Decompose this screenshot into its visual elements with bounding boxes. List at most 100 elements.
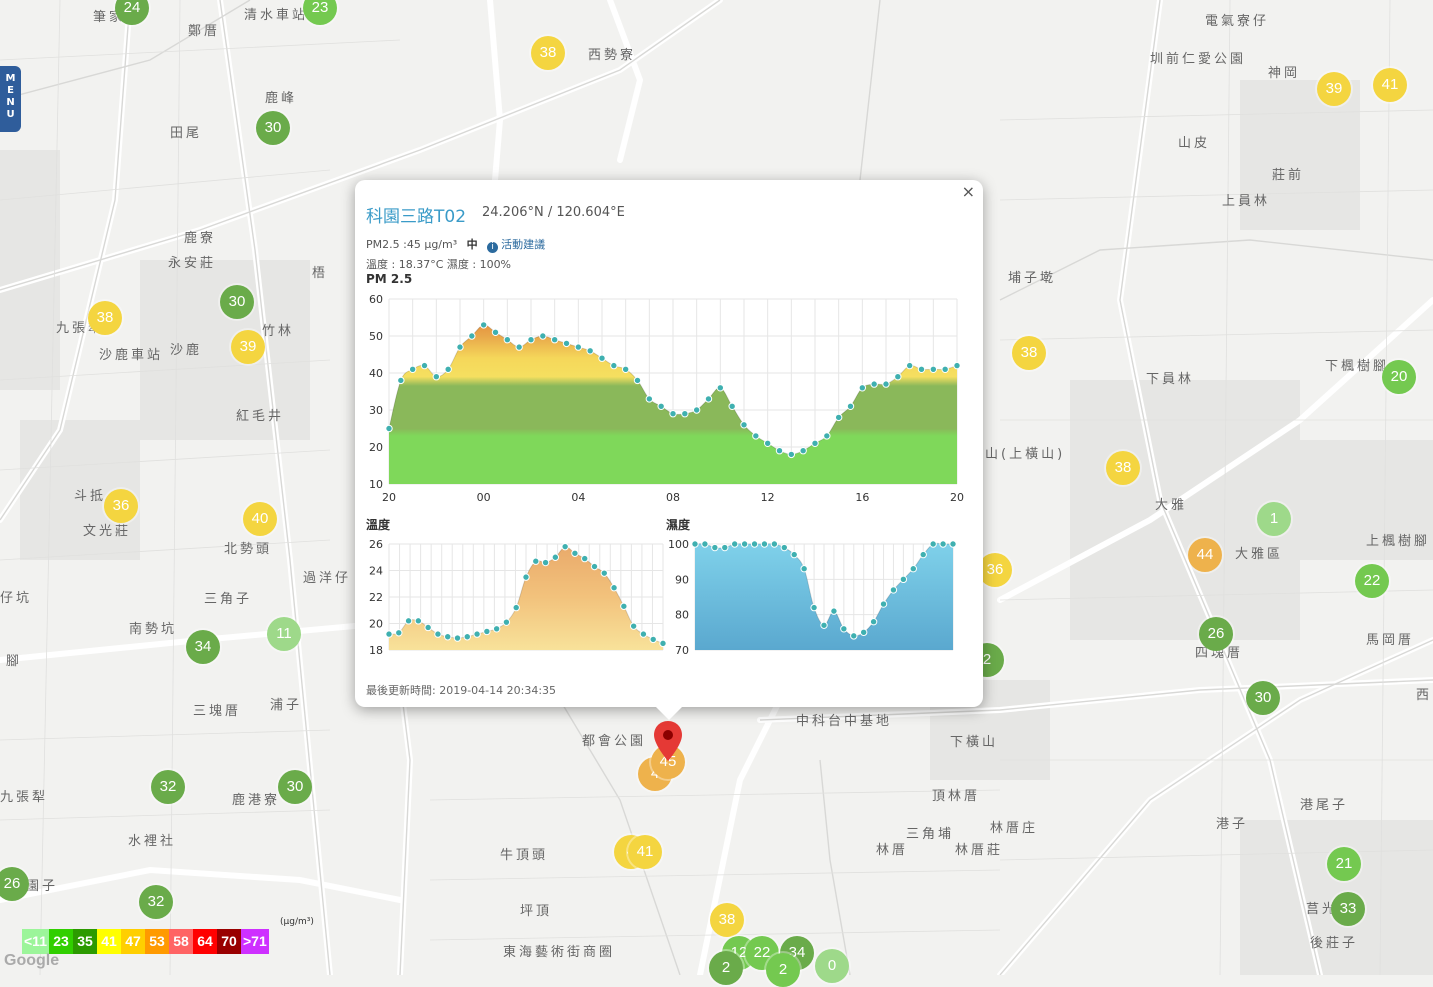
data-point[interactable] (414, 617, 423, 625)
close-button[interactable]: × (961, 182, 975, 201)
activity-advice-link[interactable]: i 活動建議 (487, 238, 545, 253)
data-point[interactable] (730, 540, 739, 548)
data-point[interactable] (858, 384, 867, 392)
data-point[interactable] (780, 543, 789, 552)
data-point[interactable] (659, 639, 667, 648)
data-point[interactable] (420, 361, 429, 370)
station-marker[interactable]: 0 (815, 949, 849, 983)
data-point[interactable] (512, 603, 520, 612)
data-point[interactable] (574, 343, 583, 351)
data-point[interactable] (787, 450, 796, 459)
data-point[interactable] (385, 424, 393, 433)
station-marker[interactable]: 41 (628, 835, 662, 869)
data-point[interactable] (894, 373, 902, 381)
data-point[interactable] (581, 554, 589, 563)
data-point[interactable] (571, 549, 579, 557)
data-point[interactable] (479, 321, 488, 329)
data-point[interactable] (491, 328, 500, 336)
data-point[interactable] (775, 447, 784, 455)
data-point[interactable] (610, 584, 618, 592)
data-point[interactable] (870, 380, 878, 388)
data-point[interactable] (483, 627, 491, 636)
station-marker[interactable]: 44 (1188, 538, 1222, 572)
data-point[interactable] (492, 625, 501, 633)
data-point[interactable] (404, 617, 413, 625)
station-marker[interactable]: 38 (1106, 451, 1140, 485)
data-point[interactable] (939, 540, 947, 548)
data-point[interactable] (633, 376, 642, 385)
data-point[interactable] (645, 395, 654, 403)
data-point[interactable] (691, 540, 699, 548)
data-point[interactable] (879, 600, 888, 608)
data-point[interactable] (919, 550, 927, 559)
station-marker[interactable]: 33 (1331, 892, 1365, 926)
data-point[interactable] (929, 365, 938, 374)
station-marker[interactable]: 20 (1382, 360, 1416, 394)
data-point[interactable] (752, 432, 760, 440)
data-point[interactable] (562, 339, 571, 348)
data-point[interactable] (760, 540, 769, 548)
data-point[interactable] (899, 575, 908, 584)
station-marker[interactable]: 38 (1012, 336, 1046, 370)
data-point[interactable] (763, 439, 772, 448)
data-point[interactable] (515, 343, 523, 351)
station-marker[interactable]: 40 (243, 502, 277, 536)
station-marker[interactable]: 34 (186, 630, 220, 664)
data-point[interactable] (799, 447, 807, 455)
data-point[interactable] (869, 618, 878, 626)
station-marker[interactable]: 1 (1257, 502, 1291, 536)
data-point[interactable] (649, 635, 657, 644)
data-point[interactable] (527, 336, 535, 344)
station-marker[interactable]: 26 (1199, 617, 1233, 651)
data-point[interactable] (711, 543, 719, 552)
station-marker[interactable]: 38 (531, 36, 565, 70)
data-point[interactable] (811, 439, 819, 448)
station-marker[interactable]: 23 (303, 0, 337, 25)
station-marker[interactable]: 32 (151, 770, 185, 804)
station-marker[interactable]: 30 (256, 111, 290, 145)
data-point[interactable] (561, 542, 569, 551)
data-point[interactable] (750, 540, 759, 548)
data-point[interactable] (692, 406, 701, 414)
data-point[interactable] (770, 540, 779, 548)
data-point[interactable] (850, 632, 858, 640)
station-marker[interactable]: 38 (710, 903, 744, 937)
data-point[interactable] (444, 365, 452, 374)
station-marker[interactable]: 32 (139, 885, 173, 919)
data-point[interactable] (909, 565, 918, 573)
data-point[interactable] (434, 630, 442, 638)
data-point[interactable] (620, 602, 628, 610)
data-point[interactable] (590, 562, 599, 571)
selected-station-pin-icon[interactable] (654, 721, 682, 761)
station-marker[interactable]: 39 (231, 330, 265, 364)
station-marker[interactable]: 38 (88, 301, 122, 335)
data-point[interactable] (600, 569, 608, 577)
station-marker[interactable]: 22 (1355, 564, 1389, 598)
data-point[interactable] (846, 402, 855, 411)
data-point[interactable] (610, 361, 618, 370)
data-point[interactable] (503, 336, 512, 344)
data-point[interactable] (790, 550, 798, 559)
data-point[interactable] (395, 629, 403, 637)
data-point[interactable] (463, 633, 471, 641)
station-marker[interactable]: 30 (1246, 681, 1280, 715)
data-point[interactable] (586, 347, 594, 355)
data-point[interactable] (917, 365, 926, 374)
station-marker[interactable]: 41 (1373, 68, 1407, 102)
station-marker[interactable]: 36 (104, 489, 138, 523)
station-marker[interactable]: 2 (766, 953, 800, 987)
data-point[interactable] (953, 361, 961, 370)
data-point[interactable] (820, 621, 828, 629)
data-point[interactable] (598, 354, 606, 362)
data-point[interactable] (629, 622, 638, 630)
data-point[interactable] (728, 402, 736, 411)
station-marker[interactable]: 11 (267, 617, 301, 651)
data-point[interactable] (830, 607, 838, 615)
data-point[interactable] (502, 618, 511, 626)
data-point[interactable] (905, 361, 914, 370)
data-point[interactable] (721, 543, 729, 552)
data-point[interactable] (541, 558, 550, 567)
station-marker[interactable]: 39 (1317, 72, 1351, 106)
